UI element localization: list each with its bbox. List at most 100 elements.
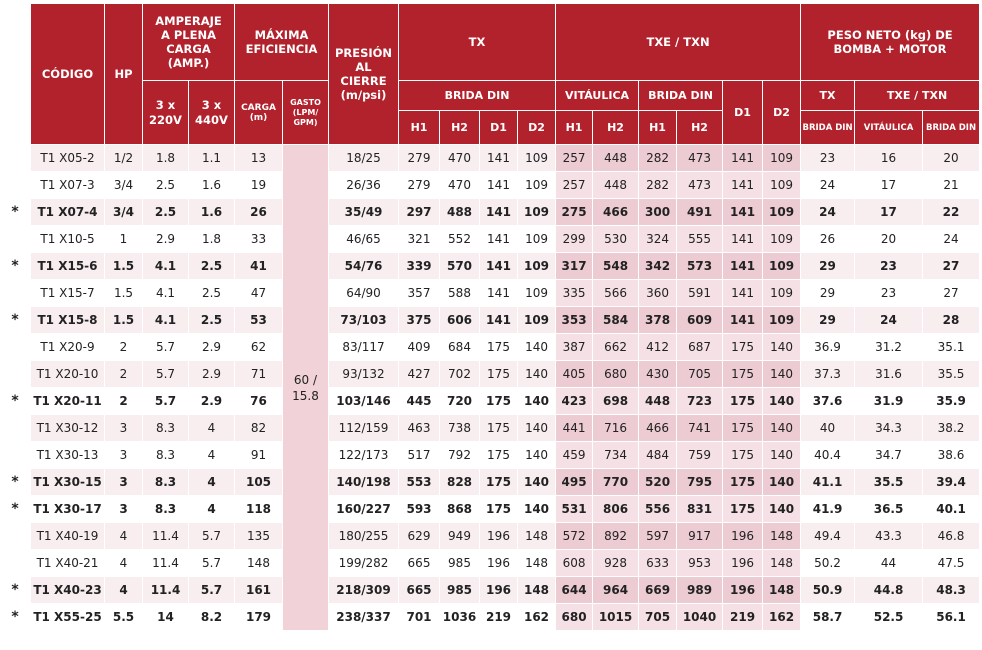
- cell-tx-d1: 175: [479, 414, 518, 442]
- cell-p-brida: 35.9: [922, 387, 981, 415]
- cell-tx-h1: 339: [398, 252, 440, 280]
- cell-p-vit: 34.3: [854, 414, 924, 442]
- cell-tx-h1: 279: [398, 144, 440, 172]
- cell-a440: 1.1: [188, 144, 235, 172]
- table-row: T1 X10-5 1 2.9 1.8 33 46/65 321 552 141 109 299 530…: [30, 225, 981, 253]
- table-row: T1 X15-7 1.5 4.1 2.5 47 64/90 357 588 141 109 335 5…: [30, 279, 981, 307]
- cell-a220: 11.4: [142, 522, 189, 550]
- cell-a440: 2.9: [188, 333, 235, 361]
- header-peso-brida: BRIDA DIN: [922, 110, 981, 145]
- cell-p-tx: 29: [800, 252, 856, 280]
- cell-v-h2: 1015: [592, 603, 640, 631]
- cell-tx-h2: 720: [439, 387, 480, 415]
- cell-b-h1: 412: [638, 333, 678, 361]
- cell-codigo: T1 X30-13: [30, 441, 105, 469]
- header-amp-220: 3 x 220V: [142, 80, 189, 145]
- cell-a440: 5.7: [188, 549, 235, 577]
- cell-hp: 3: [104, 414, 143, 442]
- cell-tx-d1: 175: [479, 387, 518, 415]
- cell-v-h1: 317: [555, 252, 594, 280]
- cell-a440: 1.6: [188, 198, 235, 226]
- cell-p-tx: 49.4: [800, 522, 856, 550]
- cell-b-h2: 705: [676, 360, 724, 388]
- cell-d1: 175: [722, 495, 764, 523]
- cell-b-h1: 448: [638, 387, 678, 415]
- cell-d1: 175: [722, 468, 764, 496]
- cell-a440: 8.2: [188, 603, 235, 631]
- cell-p-brida: 47.5: [922, 549, 981, 577]
- cell-p-brida: 40.1: [922, 495, 981, 523]
- cell-p-tx: 24: [800, 171, 856, 199]
- table-row: T1 X30-15 3 8.3 4 105 140/198 553 828 175 140 495 7…: [30, 468, 981, 496]
- cell-b-h1: 484: [638, 441, 678, 469]
- cell-p-tx: 41.9: [800, 495, 856, 523]
- cell-b-h2: 591: [676, 279, 724, 307]
- cell-tx-h2: 588: [439, 279, 480, 307]
- cell-d1: 141: [722, 144, 764, 172]
- cell-d2: 109: [762, 306, 802, 334]
- cell-tx-h2: 1036: [439, 603, 480, 631]
- cell-hp: 4: [104, 549, 143, 577]
- cell-a220: 8.3: [142, 441, 189, 469]
- cell-tx-d1: 141: [479, 306, 518, 334]
- cell-v-h1: 441: [555, 414, 594, 442]
- cell-p-tx: 37.3: [800, 360, 856, 388]
- cell-b-h1: 282: [638, 144, 678, 172]
- cell-p-tx: 58.7: [800, 603, 856, 631]
- cell-v-h1: 644: [555, 576, 594, 604]
- cell-p-brida: 24: [922, 225, 981, 253]
- cell-b-h2: 609: [676, 306, 724, 334]
- cell-v-h2: 734: [592, 441, 640, 469]
- star-marker-column: * * * * * * * *: [0, 0, 30, 650]
- cell-tx-d2: 148: [516, 522, 557, 550]
- cell-v-h1: 335: [555, 279, 594, 307]
- header-vitaulica: VITÁULICA: [555, 80, 640, 111]
- cell-d2: 148: [762, 522, 802, 550]
- cell-v-h2: 716: [592, 414, 640, 442]
- cell-b-h2: 759: [676, 441, 724, 469]
- cell-p-brida: 38.2: [922, 414, 981, 442]
- cell-v-h1: 387: [555, 333, 594, 361]
- cell-tx-h2: 985: [439, 549, 480, 577]
- cell-p-vit: 16: [854, 144, 924, 172]
- table-row: T1 X30-13 3 8.3 4 91 122/173 517 792 175 140 459 73…: [30, 441, 981, 469]
- cell-tx-h2: 702: [439, 360, 480, 388]
- header-tx-d1: D1: [479, 110, 518, 145]
- cell-codigo: T1 X07-3: [30, 171, 105, 199]
- cell-tx-d2: 109: [516, 252, 557, 280]
- cell-d1: 141: [722, 198, 764, 226]
- cell-tx-d1: 175: [479, 468, 518, 496]
- cell-presion: 199/282: [328, 549, 399, 577]
- header-peso-tx-brida: BRIDA DIN: [800, 110, 856, 145]
- cell-d2: 148: [762, 549, 802, 577]
- header-presion: PRESIÓN AL CIERRE (m/psi): [328, 3, 399, 145]
- cell-d2: 140: [762, 387, 802, 415]
- cell-hp: 3: [104, 441, 143, 469]
- cell-v-h2: 680: [592, 360, 640, 388]
- cell-b-h2: 831: [676, 495, 724, 523]
- cell-a440: 2.9: [188, 360, 235, 388]
- cell-hp: 3: [104, 495, 143, 523]
- cell-d2: 140: [762, 414, 802, 442]
- table-row: T1 X20-10 2 5.7 2.9 71 93/132 427 702 175 140 405 6…: [30, 360, 981, 388]
- table-row: T1 X20-9 2 5.7 2.9 62 83/117 409 684 175 140 387 66…: [30, 333, 981, 361]
- cell-presion: 93/132: [328, 360, 399, 388]
- cell-tx-d2: 109: [516, 171, 557, 199]
- featured-row-star: *: [11, 258, 19, 274]
- cell-tx-d1: 196: [479, 549, 518, 577]
- cell-b-h2: 473: [676, 144, 724, 172]
- amp-440-label: 3 x 440V: [195, 97, 228, 127]
- cell-carga: 135: [234, 522, 283, 550]
- cell-a220: 14: [142, 603, 189, 631]
- cell-tx-d2: 109: [516, 279, 557, 307]
- table-row: T1 X40-23 4 11.4 5.7 161 218/309 665 985 196 148 6…: [30, 576, 981, 604]
- cell-tx-d2: 140: [516, 387, 557, 415]
- cell-tx-h1: 409: [398, 333, 440, 361]
- cell-b-h2: 795: [676, 468, 724, 496]
- table-row: T1 X15-8 1.5 4.1 2.5 53 73/103 375 606 141 109 353…: [30, 306, 981, 334]
- cell-tx-h1: 553: [398, 468, 440, 496]
- cell-tx-d2: 140: [516, 441, 557, 469]
- cell-p-vit: 23: [854, 279, 924, 307]
- cell-carga: 148: [234, 549, 283, 577]
- cell-tx-d2: 140: [516, 495, 557, 523]
